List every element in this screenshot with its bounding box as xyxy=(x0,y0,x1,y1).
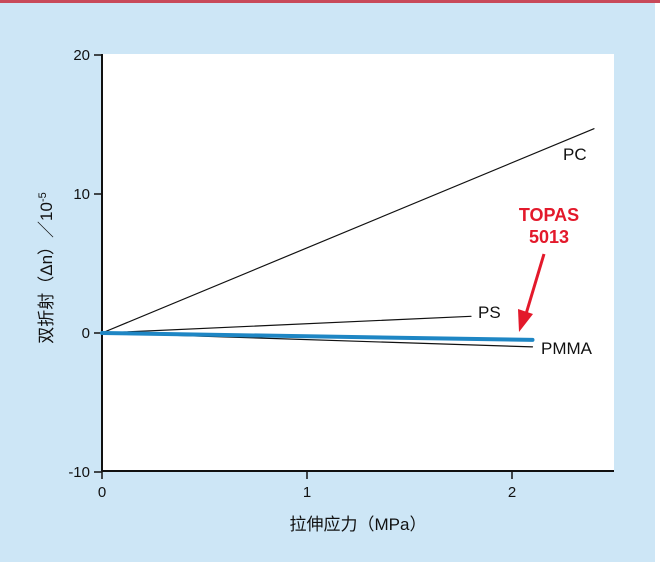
series-line-ps xyxy=(101,315,472,334)
x-tick-label: 0 xyxy=(98,484,106,501)
plot-area xyxy=(102,54,614,471)
y-tick-label: 0 xyxy=(82,325,90,342)
y-tick-label: 20 xyxy=(73,47,90,64)
y-axis-title-group: 双折射（Δn）／10-5 xyxy=(37,192,56,344)
topas-arrow-shaft xyxy=(524,253,546,315)
y-axis-title: 双折射（Δn）／10-5 xyxy=(37,192,56,344)
x-tick-label: 2 xyxy=(508,484,516,501)
y-tick-label: -10 xyxy=(68,464,90,481)
y-axis-title-exponent: -5 xyxy=(37,192,49,202)
series-line-pc xyxy=(101,128,595,334)
right-band xyxy=(655,3,660,562)
series-label-ps: PS xyxy=(478,303,501,322)
topas-arrow-head xyxy=(518,309,533,332)
x-tick-label: 1 xyxy=(303,484,311,501)
bottom-band xyxy=(0,562,660,568)
x-axis-title: 拉伸应力（MPa） xyxy=(290,515,427,534)
series-line-topas-5013 xyxy=(100,331,535,342)
top-rule xyxy=(0,0,660,3)
topas-label-line2: 5013 xyxy=(529,227,569,247)
y-tick-label: 10 xyxy=(73,186,90,203)
series-lines xyxy=(100,128,595,348)
series-label-pc: PC xyxy=(563,145,587,164)
series-label-pmma: PMMA xyxy=(541,339,593,358)
y-axis-title-main: 双折射（Δn）／10 xyxy=(37,202,56,344)
topas-label-line1: TOPAS xyxy=(519,205,579,225)
axis-ticks: 20 10 0 -10 0 1 2 xyxy=(68,47,516,501)
